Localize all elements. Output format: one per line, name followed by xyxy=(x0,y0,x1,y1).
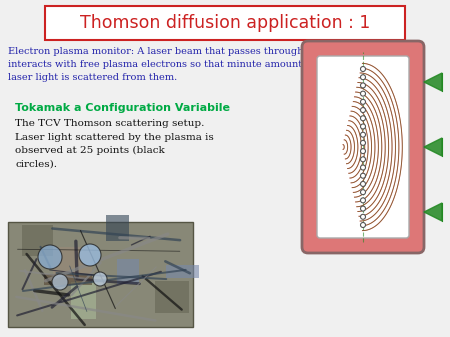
Circle shape xyxy=(360,66,365,71)
Circle shape xyxy=(360,116,365,121)
Text: The TCV Thomson scattering setup.
Laser light scattered by the plasma is
observe: The TCV Thomson scattering setup. Laser … xyxy=(15,119,214,169)
Circle shape xyxy=(360,173,365,178)
Bar xyxy=(22,225,53,256)
Bar xyxy=(8,222,193,327)
Circle shape xyxy=(360,157,365,162)
Polygon shape xyxy=(424,203,442,221)
Circle shape xyxy=(360,198,365,203)
Circle shape xyxy=(93,272,107,286)
Bar xyxy=(166,266,199,278)
Bar xyxy=(155,281,189,313)
Circle shape xyxy=(360,214,365,219)
Circle shape xyxy=(360,83,365,88)
Bar xyxy=(71,282,96,319)
Circle shape xyxy=(52,274,68,290)
Circle shape xyxy=(360,206,365,211)
Polygon shape xyxy=(424,73,442,91)
Text: Tokamak a Configuration Variabile: Tokamak a Configuration Variabile xyxy=(15,103,230,113)
Circle shape xyxy=(360,141,365,145)
Circle shape xyxy=(360,149,365,154)
Circle shape xyxy=(360,181,365,186)
Circle shape xyxy=(360,222,365,227)
Circle shape xyxy=(360,91,365,96)
Circle shape xyxy=(38,245,62,269)
Polygon shape xyxy=(424,138,442,156)
FancyBboxPatch shape xyxy=(317,56,409,238)
Bar xyxy=(53,247,92,281)
Bar xyxy=(106,215,129,241)
Bar xyxy=(44,274,92,285)
Circle shape xyxy=(360,165,365,170)
Circle shape xyxy=(360,124,365,129)
FancyBboxPatch shape xyxy=(45,6,405,40)
Circle shape xyxy=(79,244,101,266)
Circle shape xyxy=(360,108,365,113)
Circle shape xyxy=(360,99,365,104)
Text: Electron plasma monitor: A laser beam that passes through plasma
interacts with : Electron plasma monitor: A laser beam th… xyxy=(8,47,342,82)
Text: Thomson diffusion application : 1: Thomson diffusion application : 1 xyxy=(80,14,370,32)
Bar xyxy=(117,259,139,284)
FancyBboxPatch shape xyxy=(302,41,424,253)
Circle shape xyxy=(360,75,365,80)
Circle shape xyxy=(360,190,365,195)
Circle shape xyxy=(360,132,365,137)
